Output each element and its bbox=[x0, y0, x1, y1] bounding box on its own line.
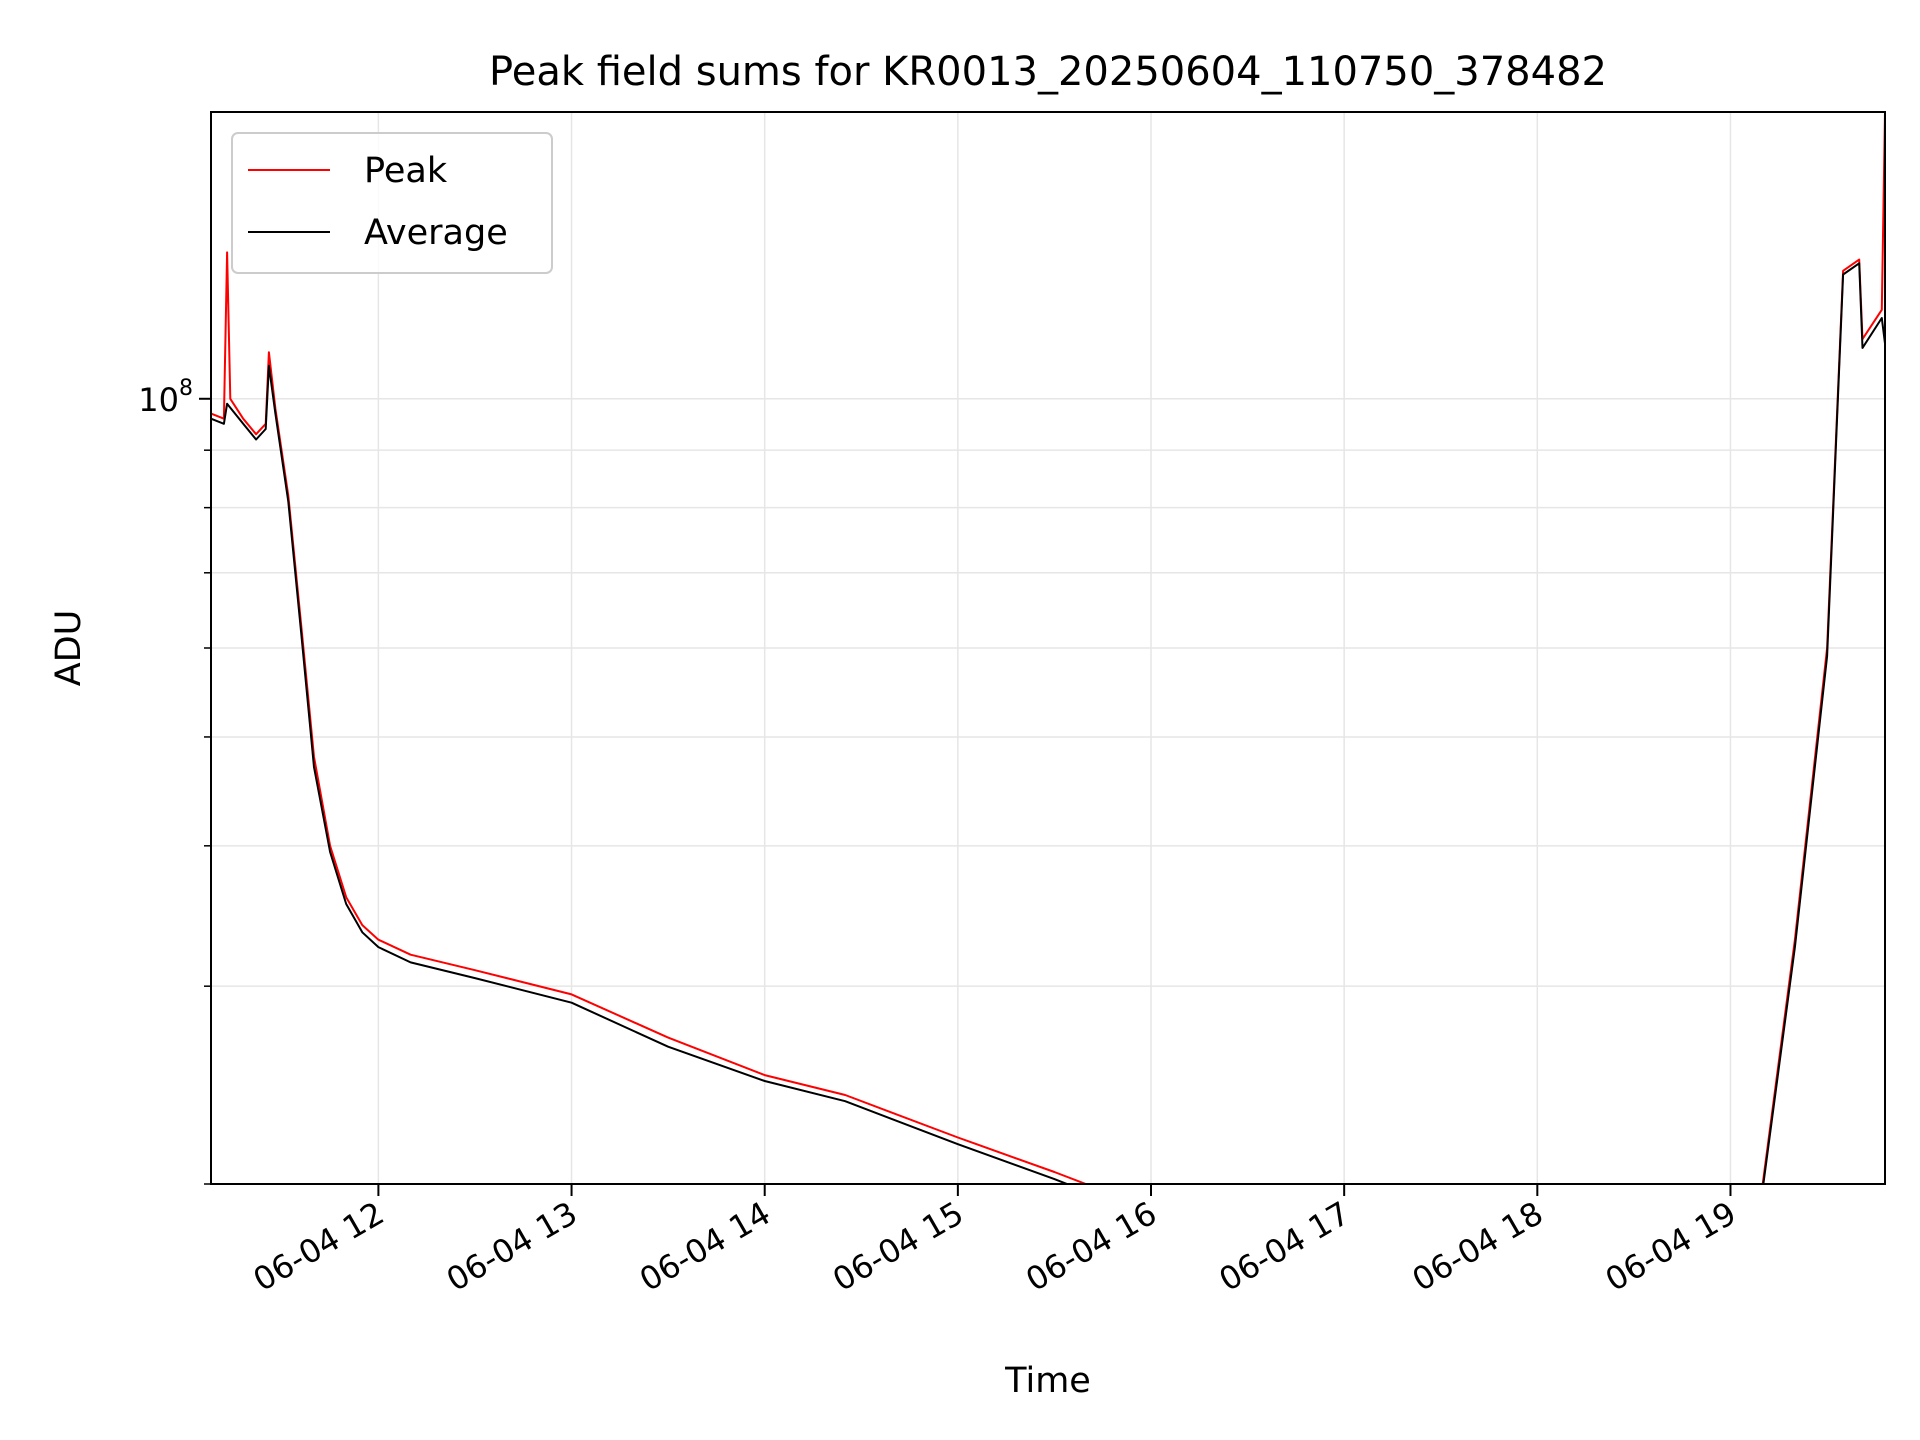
y-tick-label-base: 10 bbox=[138, 381, 179, 419]
legend-label: Average bbox=[364, 213, 508, 253]
series-line-average bbox=[211, 262, 1885, 1184]
y-tick-label: 108 bbox=[138, 376, 193, 419]
legend-box bbox=[231, 132, 553, 274]
y-tick-label-exponent: 8 bbox=[179, 376, 193, 401]
legend-label: Peak bbox=[364, 151, 448, 191]
y-axis-label: ADU bbox=[49, 610, 89, 687]
legend: Peak Average bbox=[231, 132, 553, 274]
x-axis-label: Time bbox=[1004, 1361, 1091, 1401]
series-layer bbox=[211, 112, 1885, 1184]
chart-title: Peak field sums for KR0013_20250604_1107… bbox=[489, 49, 1607, 95]
